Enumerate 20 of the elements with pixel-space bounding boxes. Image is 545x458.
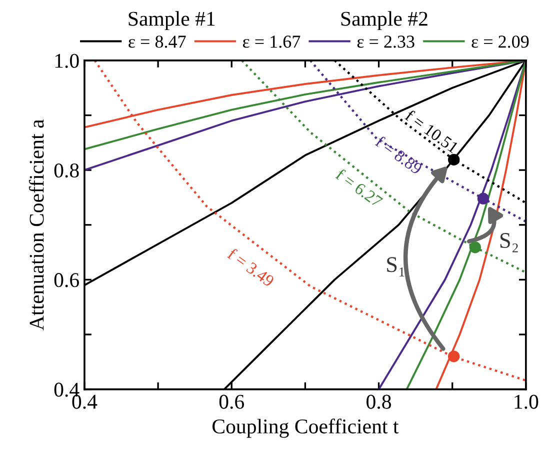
annotation: f = 6.27 <box>334 168 384 208</box>
y-tick-label: 0.6 <box>54 273 79 288</box>
legend-label: ε = 2.09 <box>472 36 529 48</box>
x-tick-label: 0.6 <box>219 394 244 409</box>
legend-label: ε = 2.33 <box>357 36 414 48</box>
y-axis-title: Attenuation Coefficient a <box>28 119 44 330</box>
y-tick-label: 0.8 <box>54 163 79 178</box>
text: Sample #1 <box>128 11 215 30</box>
text: Sample #2 <box>341 11 428 30</box>
annotation: S₂ <box>500 233 518 252</box>
annotation: S₁ <box>387 257 404 276</box>
legend-label: ε = 1.67 <box>242 36 300 48</box>
annotation: f = 3.49 <box>226 247 276 288</box>
x-tick-label: 1.0 <box>514 394 538 409</box>
x-tick-label: 0.4 <box>72 394 98 409</box>
x-axis-title: Coupling Coefficient t <box>212 418 399 438</box>
y-tick-label: 1.0 <box>55 54 79 68</box>
legend-label: ε = 8.47 <box>128 36 186 48</box>
x-tick-label: 0.8 <box>366 394 391 409</box>
y-tick-label: 0.4 <box>54 382 80 397</box>
